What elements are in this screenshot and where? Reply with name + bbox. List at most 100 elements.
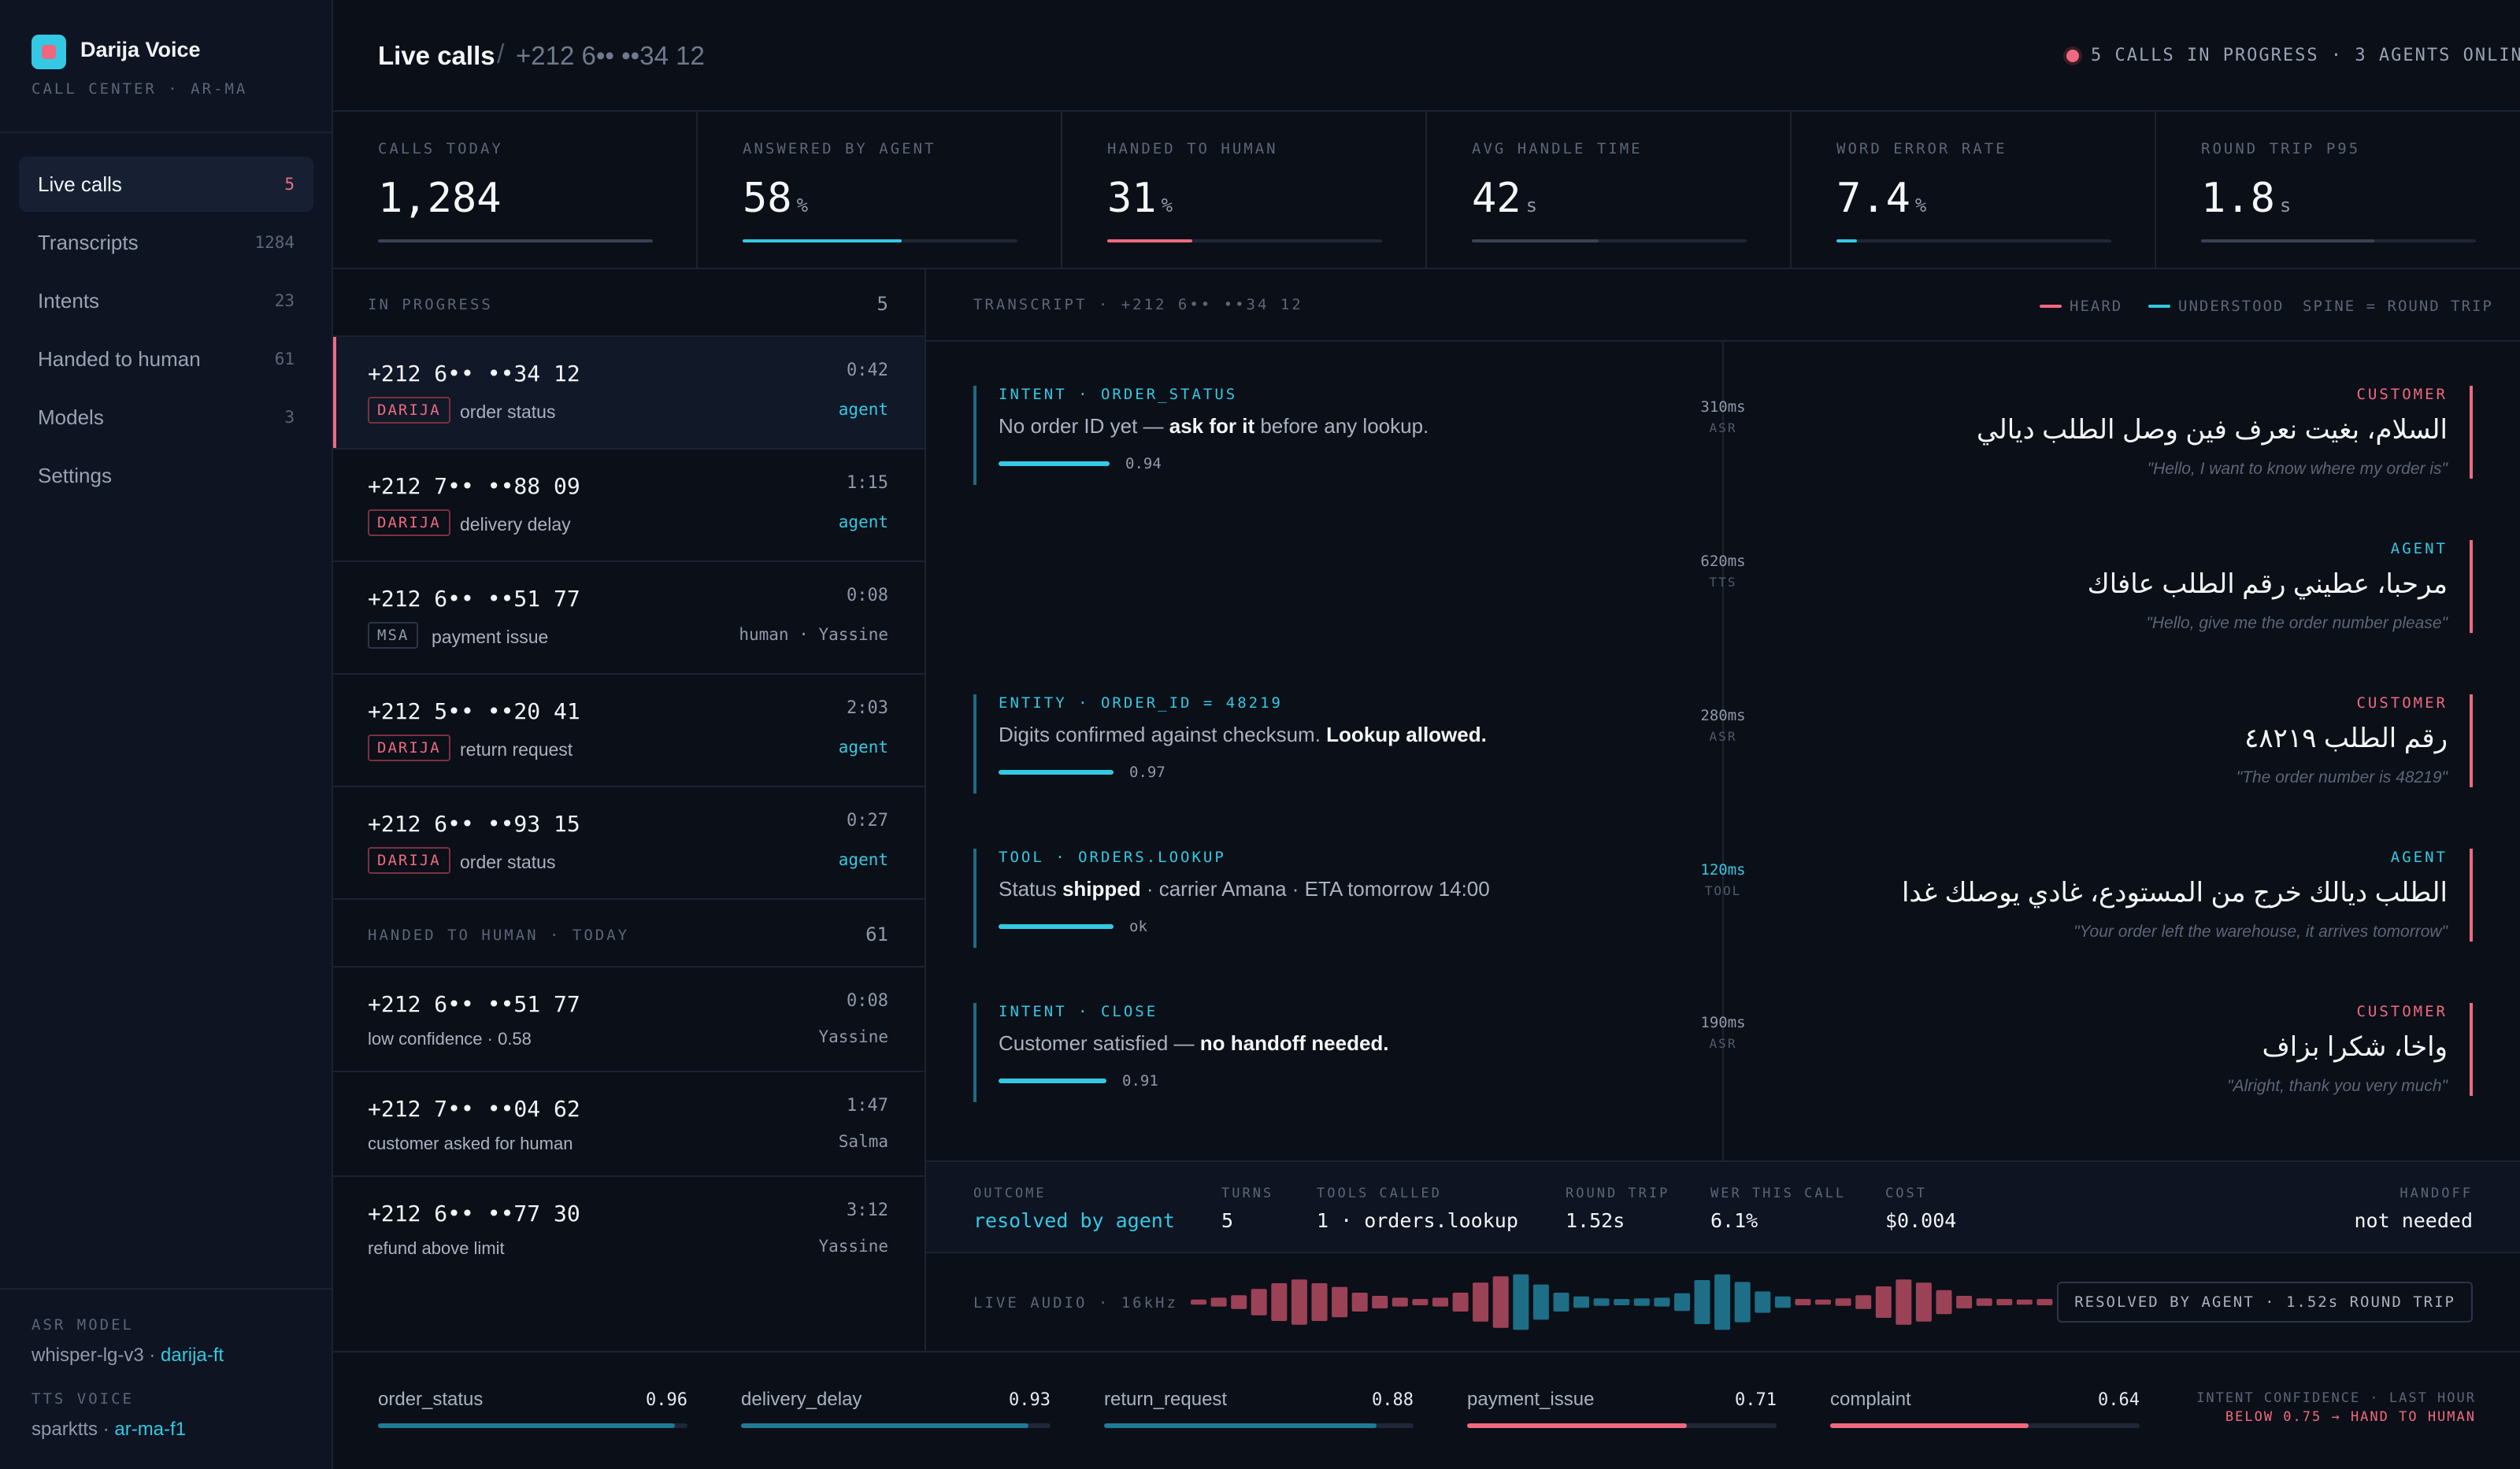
kpi-progress (1472, 239, 1747, 242)
call-row[interactable]: +212 6•• ••51 77 0:08 MSA payment issue … (333, 562, 925, 675)
kpi-label: ROUND TRIP P95 (2201, 140, 2361, 157)
human-agent-name: Yassine (818, 1237, 888, 1256)
waveform-bar (1492, 1276, 1509, 1328)
understood-card: INTENT · CLOSE Customer satisfied — no h… (973, 1003, 1572, 1102)
tts-voice-name: sparktts · (32, 1419, 115, 1440)
kpi-label: ANSWERED BY AGENT (743, 140, 936, 157)
intent-fill (378, 1423, 676, 1428)
kpi-value: 31% (1107, 175, 1173, 222)
transcript-title: TRANSCRIPT · +212 6•• ••34 12 (973, 296, 1303, 313)
sidebar-item-count: 61 (274, 350, 295, 368)
handed-call-row[interactable]: +212 7•• ••04 62 customer asked for huma… (333, 1072, 925, 1177)
transcript-panel: TRANSCRIPT · +212 6•• ••34 12 HEARD UNDE… (926, 269, 2520, 1351)
intent-value: 0.88 (1372, 1390, 1414, 1410)
intent-track (1467, 1423, 1777, 1428)
waveform-bar (1936, 1290, 1952, 1315)
understood-card: INTENT · ORDER_STATUS No order ID yet — … (973, 386, 1572, 485)
kpi-label: AVG HANDLE TIME (1472, 140, 1643, 157)
intent-fill (741, 1423, 1029, 1428)
page-header: Live calls / +212 6•• ••34 12 5 CALLS IN… (333, 0, 2520, 112)
sidebar-item-models[interactable]: Models 3 (19, 390, 313, 445)
latency-ms: 190ms (1700, 1014, 1746, 1031)
kpi-number: 1.8 (2201, 175, 2275, 222)
call-row[interactable]: +212 7•• ••88 09 1:15 DARIJA delivery de… (333, 450, 925, 562)
turn-agent: AGENT مرحبا، عطيني رقم الطلب عافاك "Hell… (1843, 540, 2473, 633)
latency-ms: 620ms (1700, 553, 1746, 570)
kpi-value: 1.8 s (2201, 175, 2291, 222)
intent-name: return_request (1104, 1389, 1228, 1410)
card-text-part: · carrier Amana · ETA tomorrow 14:00 (1140, 877, 1490, 901)
call-topic: order status (460, 852, 556, 872)
turn-customer: CUSTOMER واخا، شكرا بزاف "Alright, thank… (1843, 1003, 2473, 1096)
kpi-progress (1836, 239, 2111, 242)
waveform-bar (1271, 1283, 1288, 1321)
waveform-bar (1332, 1286, 1348, 1318)
latency-kind: ASR (1709, 1036, 1737, 1051)
call-row[interactable]: +212 6•• ••93 15 0:27 DARIJA order statu… (333, 787, 925, 900)
sidebar-item-label: Intents (38, 289, 100, 313)
card-text-emphasis: no handoff needed. (1199, 1031, 1389, 1055)
round-trip-value: 1.52s (1566, 1209, 1625, 1232)
call-owner: agent (838, 738, 888, 757)
kpi-progress (378, 239, 653, 242)
waveform-bar (1875, 1286, 1892, 1318)
confidence-score: ok (1129, 918, 1147, 935)
call-duration: 1:15 (847, 473, 888, 493)
turn-role: CUSTOMER (2356, 694, 2448, 712)
call-duration: 3:12 (847, 1201, 888, 1220)
sidebar-item-live-calls[interactable]: Live calls 5 (19, 157, 313, 212)
waveform-bar (1210, 1297, 1227, 1307)
asr-model-name: whisper-lg-v3 · (32, 1345, 161, 1366)
intent-fill (1830, 1423, 2029, 1428)
sidebar-item-transcripts[interactable]: Transcripts 1284 (19, 215, 313, 270)
waveform-bar (1795, 1299, 1811, 1305)
waveform-bar (1714, 1274, 1731, 1330)
legend-heard: HEARD (2070, 298, 2123, 315)
asr-model-caption: ASR MODEL (32, 1316, 134, 1334)
turn-customer: CUSTOMER رقم الطلب ٤٨٢١٩ "The order numb… (1843, 694, 2473, 787)
turn-text: رقم الطلب ٤٨٢١٩ (2244, 723, 2448, 753)
sidebar-item-count: 5 (284, 175, 295, 194)
call-row[interactable]: +212 6•• ••34 12 0:42 DARIJA order statu… (333, 337, 925, 450)
sidebar-item-handed-to-human[interactable]: Handed to human 61 (19, 331, 313, 387)
turns-value: 5 (1221, 1209, 1234, 1232)
handoff-reason: refund above limit (368, 1238, 505, 1258)
kpi-value: 58% (743, 175, 808, 222)
confidence-bar (999, 770, 1114, 775)
waveform-bar (1694, 1280, 1710, 1324)
section-count: 61 (865, 923, 888, 945)
kpi-progress-fill (2201, 239, 2374, 242)
intent-fill (1467, 1423, 1688, 1428)
language-badge: MSA (368, 622, 419, 649)
kpi-progress-fill (1836, 239, 1857, 242)
turn-translation: "Your order left the warehouse, it arriv… (2073, 923, 2448, 941)
call-row[interactable]: +212 5•• ••20 41 2:03 DARIJA return requ… (333, 675, 925, 787)
waveform-bar (1291, 1279, 1307, 1325)
sidebar-item-intents[interactable]: Intents 23 (19, 273, 313, 328)
divider (0, 131, 332, 133)
live-indicator-icon (2066, 50, 2079, 62)
turn-role: AGENT (2390, 540, 2448, 557)
audio-waveform (1191, 1274, 2053, 1330)
kpi-number: 42 (1472, 175, 1521, 222)
language-badge: DARIJA (368, 509, 450, 536)
handed-to-human-header: HANDED TO HUMAN · TODAY 61 (333, 900, 925, 968)
handed-call-row[interactable]: +212 6•• ••77 30 refund above limit 3:12… (333, 1177, 925, 1282)
intent-value: 0.71 (1735, 1390, 1777, 1410)
latency-marker: 190ms ASR (1687, 1014, 1759, 1051)
call-owner: agent (838, 850, 888, 869)
card-text-emphasis: Lookup allowed. (1326, 723, 1487, 746)
sidebar-item-settings[interactable]: Settings (19, 448, 313, 503)
sidebar-item-label: Transcripts (38, 231, 139, 254)
confidence-score: 0.94 (1125, 455, 1162, 472)
handed-call-row[interactable]: +212 6•• ••51 77 low confidence · 0.58 0… (333, 968, 925, 1072)
waveform-bar (1513, 1274, 1529, 1330)
cost-field: COST $0.004 (1885, 1186, 1956, 1232)
call-owner: human · Yassine (739, 625, 888, 644)
cost-caption: COST (1885, 1186, 1927, 1201)
kpi-number: 31 (1107, 175, 1157, 222)
understood-card: TOOL · ORDERS.LOOKUP Status shipped · ca… (973, 849, 1572, 948)
intent-track (741, 1423, 1051, 1428)
waveform-bar (1633, 1298, 1650, 1306)
card-text-emphasis: shipped (1062, 877, 1141, 901)
